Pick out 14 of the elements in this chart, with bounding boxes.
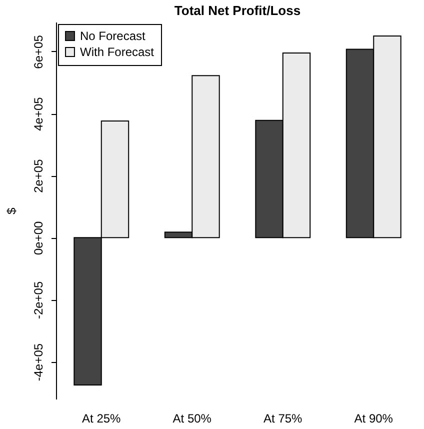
x-tick-label: At 25% bbox=[82, 412, 122, 426]
legend-label: With Forecast bbox=[80, 45, 155, 59]
y-tick-label: -2e+05 bbox=[32, 281, 46, 320]
y-tick-label: -4e+05 bbox=[32, 343, 46, 382]
y-tick-label: 4e+05 bbox=[32, 96, 46, 131]
legend-label: No Forecast bbox=[80, 29, 146, 43]
x-tick-label: At 75% bbox=[264, 412, 303, 426]
x-tick-label: At 90% bbox=[354, 412, 394, 426]
y-tick-label: 0e+00 bbox=[32, 220, 46, 255]
chart-title: Total Net Profit/Loss bbox=[174, 3, 301, 18]
y-tick-label: 2e+05 bbox=[32, 158, 46, 193]
x-tick-label: At 50% bbox=[172, 412, 212, 426]
y-tick-label: 6e+05 bbox=[32, 34, 46, 69]
y-axis-title: $ bbox=[4, 207, 18, 214]
